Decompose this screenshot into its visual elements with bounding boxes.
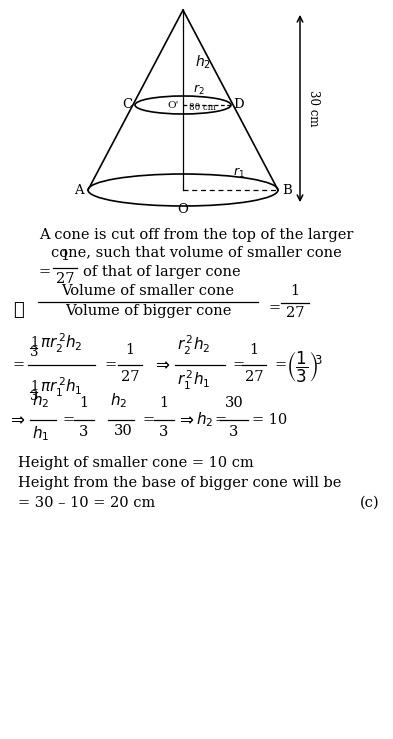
Text: ⇒: ⇒ — [179, 411, 193, 429]
Text: =: = — [38, 265, 50, 279]
Text: 27: 27 — [245, 370, 263, 384]
Text: 3: 3 — [30, 390, 39, 403]
Text: = 30 – 10 = 20 cm: = 30 – 10 = 20 cm — [18, 496, 155, 510]
Text: = 10: = 10 — [252, 413, 287, 427]
Text: 3: 3 — [79, 425, 89, 439]
Text: ⇒: ⇒ — [10, 411, 24, 429]
Text: $h_2$: $h_2$ — [196, 411, 213, 429]
Text: B: B — [282, 183, 292, 197]
Text: =: = — [105, 358, 117, 372]
Text: 3: 3 — [229, 425, 239, 439]
Text: C: C — [122, 98, 132, 112]
Text: ⇒: ⇒ — [155, 356, 169, 374]
Text: $h_2$: $h_2$ — [110, 391, 127, 410]
Text: $\pi r_2^{\,2}h_2$: $\pi r_2^{\,2}h_2$ — [40, 331, 83, 355]
Text: $r_2$: $r_2$ — [193, 83, 205, 97]
Text: 30 cm: 30 cm — [307, 90, 321, 127]
Text: =: = — [268, 301, 280, 315]
Text: A cone is cut off from the top of the larger: A cone is cut off from the top of the la… — [39, 228, 353, 242]
Text: 1: 1 — [30, 336, 39, 350]
Text: Volume of smaller cone: Volume of smaller cone — [61, 284, 235, 298]
Text: 1: 1 — [79, 396, 88, 410]
Text: 1: 1 — [30, 381, 39, 393]
Text: $h_2$: $h_2$ — [32, 391, 50, 410]
Text: $h_2$: $h_2$ — [195, 53, 211, 71]
Text: $r_2^{\,2}h_2$: $r_2^{\,2}h_2$ — [177, 334, 211, 357]
Text: P: P — [178, 0, 187, 2]
Text: 30: 30 — [114, 424, 133, 438]
Text: $\left(\dfrac{1}{3}\right)^{\!\!3}$: $\left(\dfrac{1}{3}\right)^{\!\!3}$ — [286, 350, 323, 384]
Text: =: = — [13, 358, 25, 372]
Text: Volume of bigger cone: Volume of bigger cone — [65, 304, 231, 318]
Text: O': O' — [168, 101, 179, 111]
Text: D: D — [234, 98, 244, 112]
Text: 1: 1 — [250, 343, 259, 357]
Text: ∴: ∴ — [13, 301, 24, 319]
Text: Height from the base of bigger cone will be: Height from the base of bigger cone will… — [18, 476, 342, 490]
Text: Height of smaller cone = 10 cm: Height of smaller cone = 10 cm — [18, 456, 254, 470]
Text: 27: 27 — [121, 370, 139, 384]
Text: O: O — [178, 203, 188, 216]
Text: 1: 1 — [160, 396, 169, 410]
Text: of that of larger cone: of that of larger cone — [83, 265, 241, 279]
Text: =: = — [232, 358, 244, 372]
Text: 80 cm: 80 cm — [189, 103, 216, 112]
Text: 27: 27 — [56, 272, 74, 286]
Text: 3: 3 — [159, 425, 169, 439]
Text: 1: 1 — [290, 284, 299, 298]
Text: 3: 3 — [30, 347, 39, 359]
Text: 1: 1 — [125, 343, 134, 357]
Text: =: = — [214, 413, 226, 427]
Text: cone, such that volume of smaller cone: cone, such that volume of smaller cone — [51, 245, 342, 259]
Text: =: = — [274, 358, 286, 372]
Text: =: = — [142, 413, 154, 427]
Text: $\pi r_1^{\,2}h_1$: $\pi r_1^{\,2}h_1$ — [40, 375, 83, 398]
Text: =: = — [62, 413, 74, 427]
Text: $h_1$: $h_1$ — [32, 424, 50, 443]
Text: 30: 30 — [225, 396, 243, 410]
Text: $r_1^{\,2}h_1$: $r_1^{\,2}h_1$ — [177, 369, 211, 392]
Text: 27: 27 — [286, 306, 304, 320]
Text: A: A — [74, 183, 84, 197]
Text: $r_1$: $r_1$ — [233, 166, 245, 180]
Text: 1: 1 — [61, 249, 70, 263]
Text: (c): (c) — [360, 496, 380, 510]
